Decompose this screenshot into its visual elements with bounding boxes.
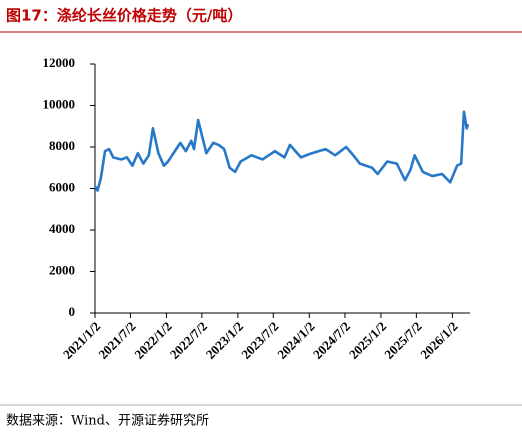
x-tick-label: 2025/1/2: [346, 319, 389, 362]
y-tick-label: 6000: [49, 179, 75, 194]
x-tick-label: 2026/1/2: [417, 319, 460, 362]
y-tick-label: 8000: [49, 138, 75, 153]
y-tick-label: 0: [69, 304, 76, 319]
x-tick-label: 2022/1/2: [131, 319, 174, 362]
y-tick-label: 2000: [49, 262, 75, 277]
x-tick-label: 2025/7/2: [381, 319, 424, 362]
source: 数据来源：Wind、开源证券研究所: [6, 413, 209, 429]
x-tick-label: 2021/1/2: [60, 319, 103, 362]
y-tick-label: 10000: [43, 96, 76, 111]
y-tick-label: 4000: [49, 221, 75, 236]
x-tick-label: 2024/1/2: [274, 319, 317, 362]
x-tick-label: 2022/7/2: [167, 319, 210, 362]
x-tick-label: 2023/1/2: [203, 319, 246, 362]
y-tick-label: 12000: [43, 55, 76, 70]
x-tick-label: 2021/7/2: [95, 319, 138, 362]
price-line: [94, 110, 470, 192]
chart-title: 图17：涤纶长丝价格走势（元/吨）: [6, 7, 242, 25]
x-tick-label: 2024/7/2: [310, 319, 353, 362]
x-tick-label: 2023/7/2: [238, 319, 281, 362]
